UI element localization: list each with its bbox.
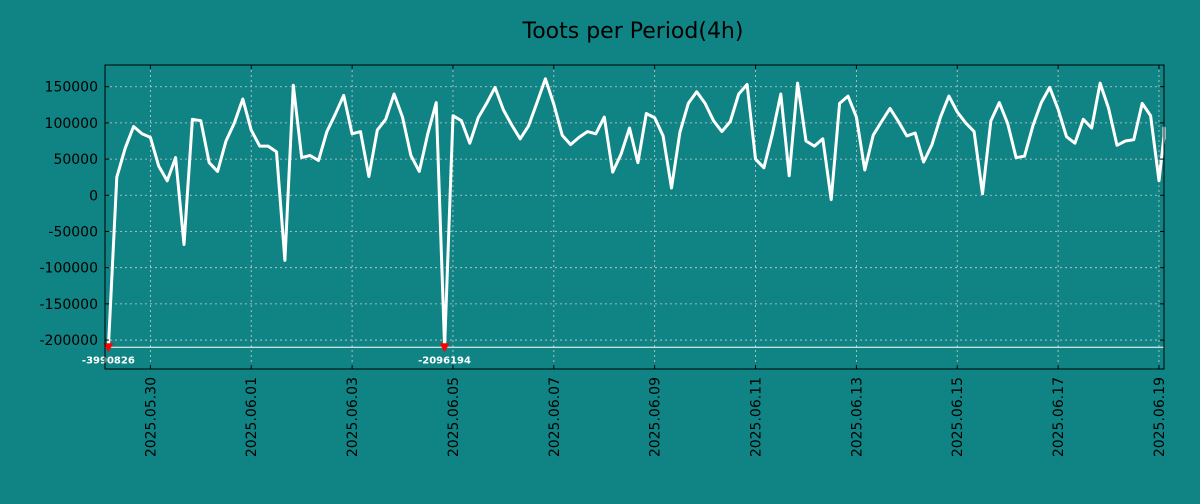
min-marker-layer: -3990826 -2096194 xyxy=(82,343,471,366)
y-tick-label: -50000 xyxy=(48,224,98,240)
min-marker-label: -2096194 xyxy=(418,355,471,366)
series-layer xyxy=(106,77,1166,349)
chart-title: Toots per Period(4h) xyxy=(522,19,744,44)
x-tick-label: 2025.06.09 xyxy=(648,377,664,457)
y-tick-label: -150000 xyxy=(40,297,99,313)
x-tick-label: 2025.06.17 xyxy=(1051,377,1067,457)
min-marker xyxy=(103,343,114,353)
series-line-toots xyxy=(106,77,1166,349)
x-tick-label: 2025.06.15 xyxy=(950,377,966,457)
y-tick-label: 100000 xyxy=(45,116,98,132)
y-tick-label: 0 xyxy=(89,188,98,204)
x-tick-label: 2025.06.19 xyxy=(1152,377,1168,457)
x-tick-label: 2025.06.07 xyxy=(547,377,563,457)
x-tick-label: 2025.06.05 xyxy=(446,377,462,457)
grid-layer xyxy=(105,65,1164,369)
min-marker-label: -3990826 xyxy=(82,355,135,366)
x-tick-label: 2025.06.13 xyxy=(849,377,865,457)
x-tick-label: 2025.06.01 xyxy=(244,377,260,457)
y-tick-label: -200000 xyxy=(40,333,99,349)
x-tick-label: 2025.06.03 xyxy=(345,377,361,457)
x-tick-label: 2025.05.30 xyxy=(143,377,159,457)
y-tick-label: 150000 xyxy=(45,80,98,96)
plot-frame xyxy=(104,64,1165,370)
x-axis: 2025.05.30 2025.06.01 2025.06.03 2025.06.05… xyxy=(143,65,1168,457)
y-axis: 150000 100000 50000 0 -50000 -100000 -150000 -2… xyxy=(40,80,1164,349)
y-tick-label: 50000 xyxy=(53,152,98,168)
min-marker xyxy=(439,343,450,353)
x-tick-label: 2025.06.11 xyxy=(749,377,765,457)
y-tick-label: -100000 xyxy=(40,261,99,277)
